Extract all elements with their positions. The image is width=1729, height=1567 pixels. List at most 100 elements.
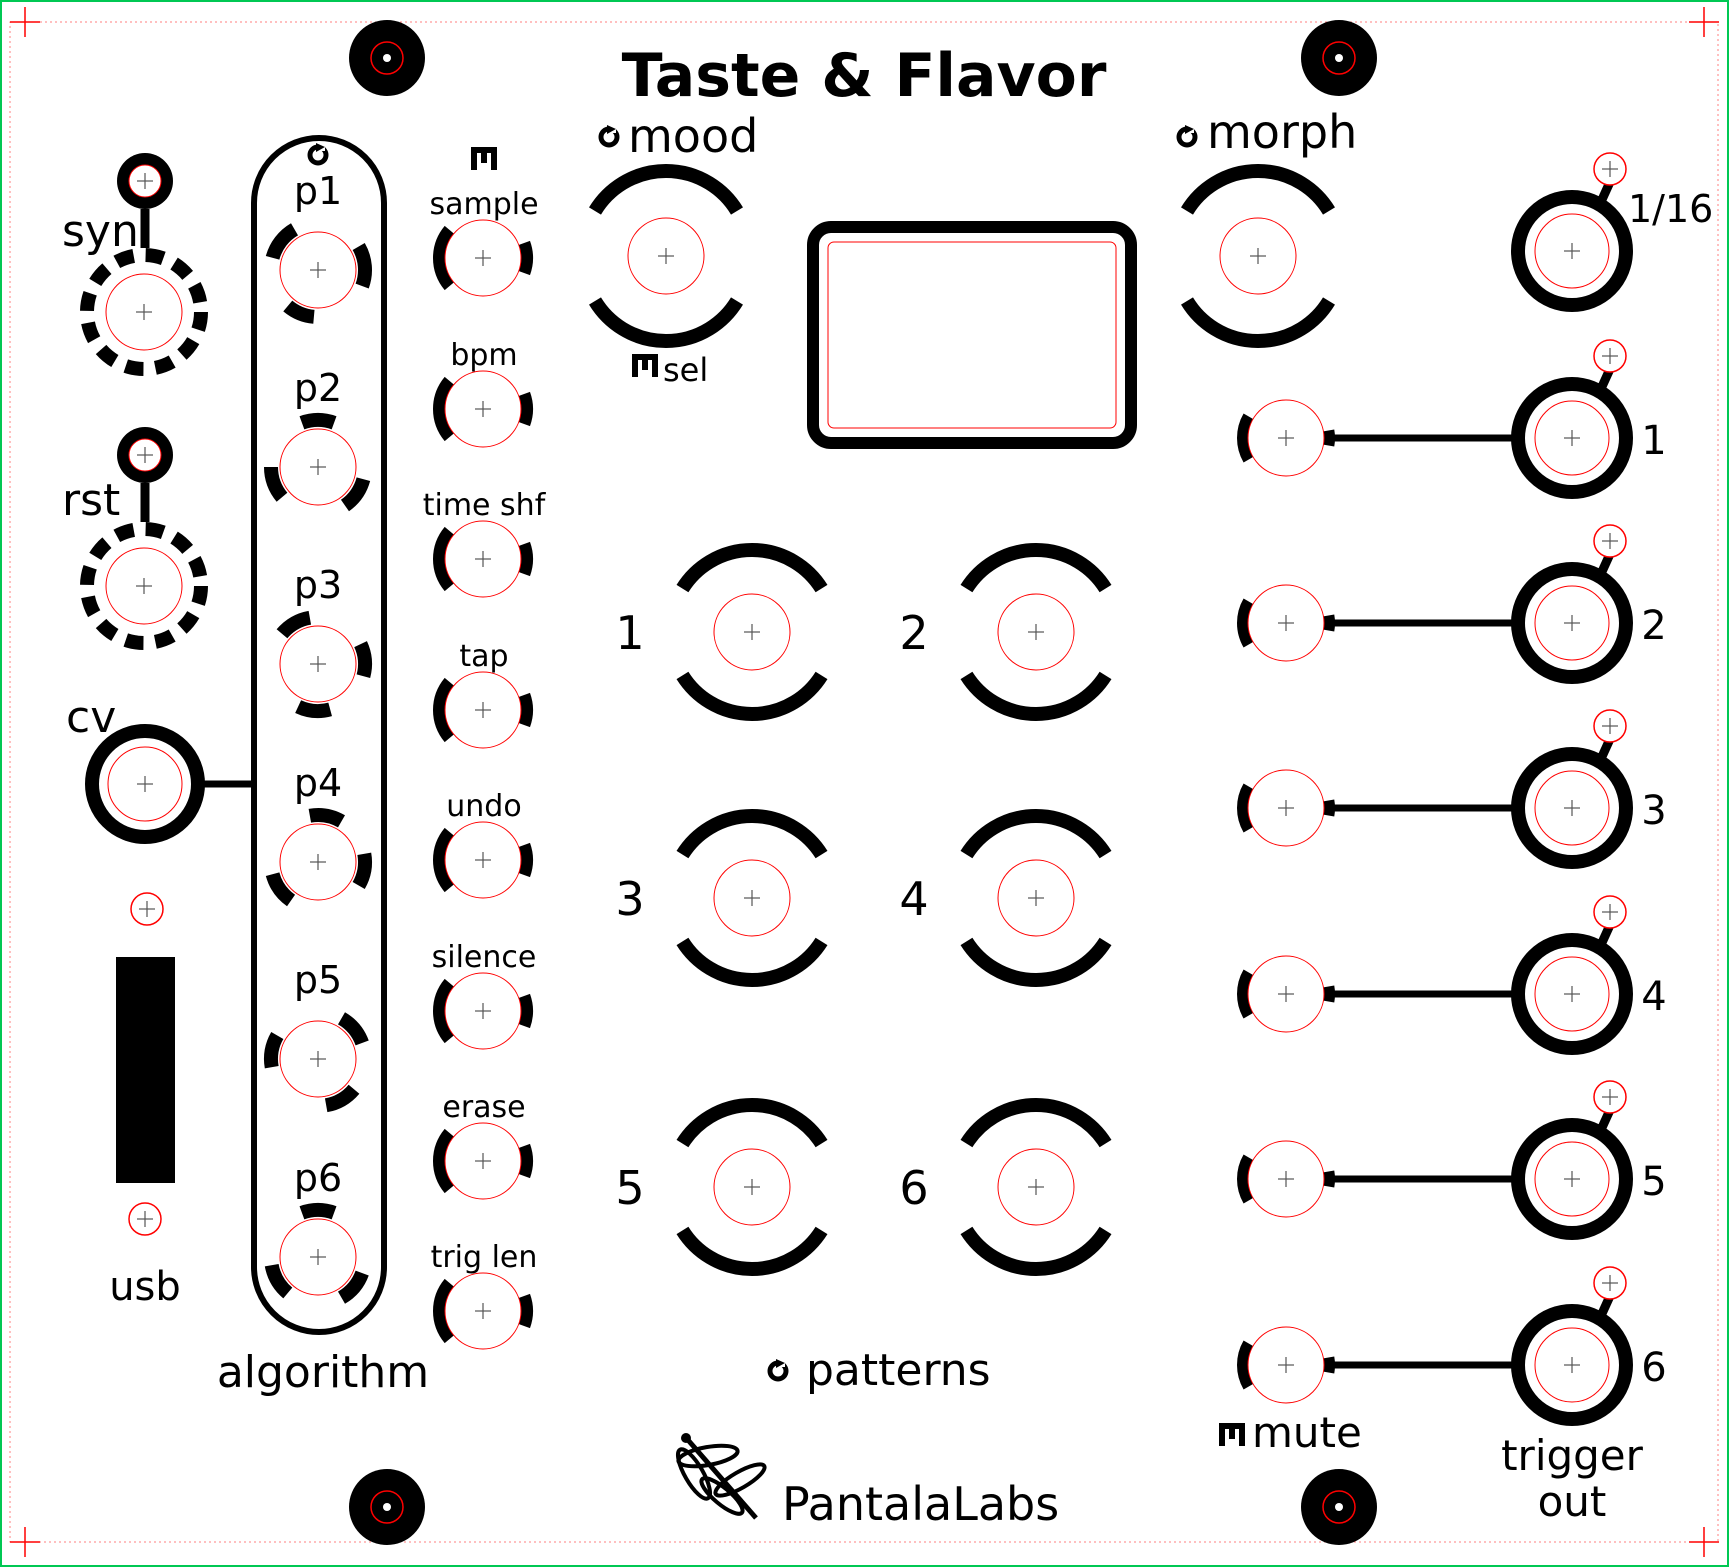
usb-label: usb [109, 1264, 181, 1310]
function-label: undo [446, 789, 521, 824]
mood-section: mood sel [589, 109, 758, 389]
division-label: 1/16 [1628, 187, 1713, 231]
mute-label: mute [1252, 1408, 1362, 1457]
corner-marks [10, 7, 1719, 1557]
mute-button-5[interactable] [1237, 1140, 1335, 1218]
algorithm-section: p1 p2 p3 p4 p5 p6 algorithm [217, 135, 429, 1398]
channel-led [1593, 1080, 1627, 1114]
function-label: erase [442, 1090, 525, 1125]
function-label: trig len [431, 1240, 538, 1275]
patterns-label: patterns [806, 1345, 991, 1396]
pattern-button-2[interactable] [960, 543, 1112, 721]
channel-led [1593, 895, 1627, 929]
trigger-output-jack-4[interactable] [1511, 923, 1633, 1055]
function-label: bpm [450, 338, 517, 373]
brand-name: PantalaLabs [782, 1477, 1059, 1531]
channel-number: 5 [1641, 1159, 1666, 1205]
usb-screw-top [130, 892, 164, 926]
param-label: p4 [294, 761, 342, 805]
syn-button[interactable] [80, 248, 208, 376]
param-knob-p6[interactable] [264, 1203, 369, 1304]
usb-screw-bottom [128, 1202, 162, 1236]
mute-button-4[interactable] [1237, 955, 1335, 1033]
brand: PantalaLabs [675, 1433, 1059, 1531]
channel-number: 3 [1641, 788, 1666, 834]
panel-guide [9, 21, 1719, 1543]
channel-number: 1 [1641, 418, 1666, 464]
algorithm-frame [251, 135, 387, 1335]
mood-knob[interactable] [589, 164, 743, 348]
function-knob[interactable] [433, 821, 533, 899]
function-knob[interactable] [433, 219, 533, 297]
syn-label: syn [62, 206, 139, 257]
algorithm-label: algorithm [217, 1347, 429, 1398]
mute-button-3[interactable] [1237, 769, 1335, 847]
function-knob[interactable] [433, 1122, 533, 1200]
syn-section: syn [62, 153, 208, 376]
pattern-number: 2 [899, 606, 928, 660]
morph-knob[interactable] [1181, 164, 1335, 348]
function-label: sample [429, 187, 538, 222]
param-knob-p3[interactable] [276, 610, 372, 718]
morph-label: morph [1207, 105, 1357, 159]
outputs-section: 1/16 1 2 3 4 5 6 mute trigger out [1219, 152, 1713, 1526]
push-icon [471, 147, 497, 170]
pattern-button-1[interactable] [676, 543, 828, 721]
dragonfly-icon [675, 1433, 767, 1520]
param-label: p6 [294, 1156, 342, 1200]
channel-number: 4 [1641, 974, 1666, 1020]
cv-input-jack[interactable] [85, 724, 205, 844]
channel-led [1593, 709, 1627, 743]
morph-rotate-icon [1176, 125, 1198, 148]
rst-section: rst [62, 427, 208, 650]
screw-hole [349, 20, 425, 96]
pattern-button-6[interactable] [960, 1098, 1112, 1276]
trigger-output-jack-2[interactable] [1511, 552, 1633, 684]
function-knob[interactable] [433, 1272, 533, 1350]
mute-button-2[interactable] [1237, 584, 1335, 662]
trigger-output-jack-6[interactable] [1511, 1294, 1633, 1426]
functions-section: sample bpm time shf tap undo silence erase trig… [423, 147, 547, 1350]
trigger-label: trigger [1501, 1431, 1644, 1480]
patterns-section: 1 2 3 4 5 6 patterns [615, 543, 1112, 1396]
usb-port[interactable] [116, 957, 175, 1183]
rst-button[interactable] [80, 522, 208, 650]
cv-label: cv [66, 692, 116, 743]
rst-led [117, 427, 173, 483]
param-knob-p4[interactable] [265, 808, 372, 907]
param-label: p1 [294, 169, 342, 213]
mute-button-1[interactable] [1237, 399, 1335, 477]
param-label: p2 [294, 366, 342, 410]
param-knob-p5[interactable] [264, 1012, 369, 1113]
pattern-button-5[interactable] [676, 1098, 828, 1276]
function-knob[interactable] [433, 972, 533, 1050]
trigger-output-jack-3[interactable] [1511, 737, 1633, 869]
mounting-screws [349, 20, 1377, 1545]
pattern-button-4[interactable] [960, 809, 1112, 987]
param-label: p5 [294, 958, 342, 1002]
trigger-output-jack-1[interactable] [1511, 367, 1633, 499]
cv-section: cv [66, 692, 255, 844]
pattern-number: 3 [615, 872, 644, 926]
trigger-output-jack-5[interactable] [1511, 1108, 1633, 1240]
clock-output-jack[interactable] [1511, 152, 1633, 312]
patterns-rotate-icon [767, 1359, 789, 1382]
function-label: time shf [423, 488, 547, 523]
param-knob-p1[interactable] [265, 223, 372, 324]
mute-button-6[interactable] [1237, 1326, 1335, 1404]
screw-hole [1301, 20, 1377, 96]
sel-label: sel [663, 351, 708, 389]
function-knob[interactable] [433, 671, 533, 749]
display-screen [807, 221, 1137, 449]
out-label: out [1538, 1477, 1607, 1526]
function-knob[interactable] [433, 520, 533, 598]
function-label: tap [459, 639, 508, 674]
usb-section: usb [109, 892, 181, 1310]
function-knob[interactable] [433, 370, 533, 448]
rst-label: rst [62, 475, 120, 526]
param-knob-p2[interactable] [264, 413, 371, 512]
rotate-icon [307, 143, 329, 166]
pattern-button-3[interactable] [676, 809, 828, 987]
